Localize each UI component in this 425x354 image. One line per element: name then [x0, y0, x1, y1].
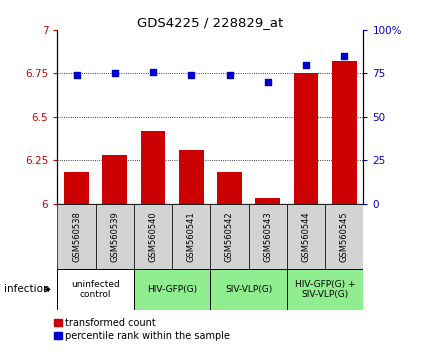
Bar: [96, 204, 134, 269]
Legend: transformed count, percentile rank within the sample: transformed count, percentile rank withi…: [54, 318, 230, 341]
Bar: [294, 73, 318, 204]
Point: [226, 72, 233, 78]
Text: GSM560544: GSM560544: [301, 211, 311, 262]
Text: GSM560538: GSM560538: [72, 211, 81, 262]
Text: uninfected
control: uninfected control: [71, 280, 120, 299]
Bar: [332, 61, 357, 204]
Title: GDS4225 / 228829_at: GDS4225 / 228829_at: [137, 16, 283, 29]
Point: [150, 69, 156, 75]
Point: [188, 72, 195, 78]
Point: [341, 53, 348, 59]
Point: [73, 72, 80, 78]
Bar: [57, 269, 134, 310]
Text: infection: infection: [4, 284, 50, 295]
Bar: [102, 155, 127, 204]
Bar: [141, 131, 165, 204]
Text: SIV-VLP(G): SIV-VLP(G): [225, 285, 272, 294]
Bar: [287, 269, 363, 310]
Bar: [64, 172, 89, 204]
Bar: [57, 204, 96, 269]
Bar: [287, 204, 325, 269]
Text: HIV-GFP(G): HIV-GFP(G): [147, 285, 197, 294]
Bar: [134, 204, 172, 269]
Point: [303, 62, 309, 68]
Bar: [249, 204, 287, 269]
Bar: [210, 269, 287, 310]
Text: GSM560539: GSM560539: [110, 211, 119, 262]
Bar: [217, 172, 242, 204]
Bar: [255, 198, 280, 204]
Bar: [172, 204, 210, 269]
Bar: [210, 204, 249, 269]
Point: [264, 79, 271, 85]
Text: GSM560540: GSM560540: [148, 211, 158, 262]
Bar: [179, 150, 204, 204]
Bar: [325, 204, 363, 269]
Text: GSM560542: GSM560542: [225, 211, 234, 262]
Point: [111, 70, 118, 76]
Bar: [134, 269, 210, 310]
Text: GSM560545: GSM560545: [340, 211, 349, 262]
Text: HIV-GFP(G) +
SIV-VLP(G): HIV-GFP(G) + SIV-VLP(G): [295, 280, 355, 299]
Text: GSM560543: GSM560543: [263, 211, 272, 262]
Text: GSM560541: GSM560541: [187, 211, 196, 262]
